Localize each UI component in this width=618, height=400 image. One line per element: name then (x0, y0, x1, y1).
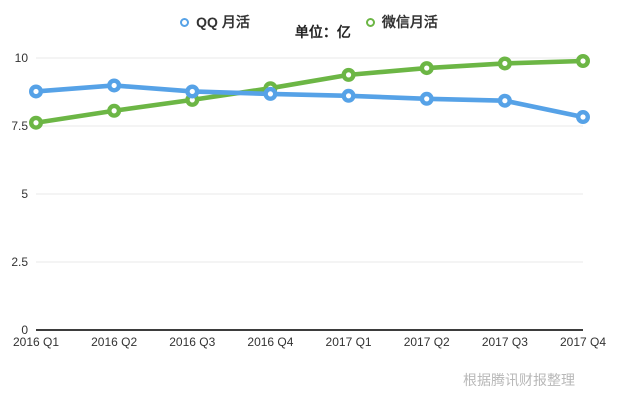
source-note: 根据腾讯财报整理 (463, 372, 575, 388)
wechat-point-0 (29, 115, 44, 130)
wechat-line (33, 58, 586, 126)
x-tick-label: 2017 Q4 (560, 335, 606, 349)
qq-point-3 (263, 86, 278, 101)
wechat-point-7 (576, 53, 591, 68)
qq-legend-label: QQ 月活 (196, 14, 250, 30)
wechat-point-1 (107, 103, 122, 118)
legend-item-qq: QQ 月活 (180, 12, 250, 32)
qq-point-7 (576, 110, 591, 125)
x-tick-label: 2017 Q2 (404, 335, 450, 349)
qq-point-5 (419, 91, 434, 106)
legend-item-wechat: 微信月活 (365, 12, 438, 32)
qq-point-2 (185, 84, 200, 99)
x-tick-label: 2016 Q1 (13, 335, 59, 349)
qq-point-4 (341, 88, 356, 103)
qq-point-0 (29, 84, 44, 99)
wechat-point-5 (419, 61, 434, 76)
y-tick-label: 0 (21, 323, 28, 337)
qq-line (33, 83, 586, 120)
wechat-legend-label: 微信月活 (381, 14, 438, 30)
y-tick-label: 2.5 (11, 255, 28, 269)
y-tick-label: 7.5 (11, 119, 28, 133)
x-tick-label: 2016 Q4 (247, 335, 293, 349)
y-tick-label: 5 (21, 187, 28, 201)
x-tick-label: 2016 Q3 (169, 335, 215, 349)
x-tick-label: 2016 Q2 (91, 335, 137, 349)
x-tick-label: 2017 Q1 (326, 335, 372, 349)
legend: QQ 月活 单位：亿 微信月活 (0, 12, 618, 42)
wechat-point-6 (497, 56, 512, 71)
qq-point-1 (107, 78, 122, 93)
qq-point-6 (497, 93, 512, 108)
x-tick-label: 2017 Q3 (482, 335, 528, 349)
wechat-legend-marker-icon (365, 17, 375, 27)
unit-label: 单位：亿 (294, 24, 351, 40)
y-tick-label: 10 (15, 51, 29, 65)
wechat-point-4 (341, 67, 356, 82)
qq-legend-marker-icon (180, 17, 190, 27)
